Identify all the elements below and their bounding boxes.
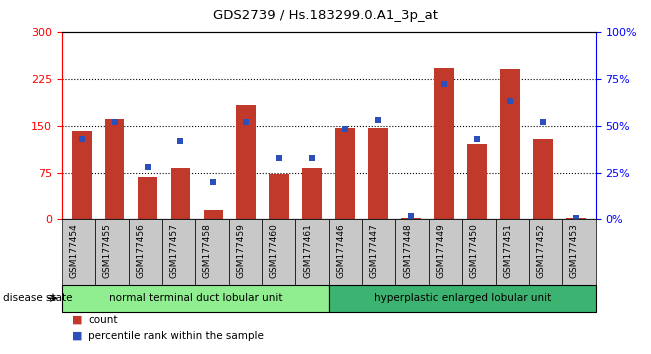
- Point: [472, 136, 482, 142]
- Text: GSM177449: GSM177449: [437, 223, 445, 278]
- Point: [406, 213, 417, 218]
- Bar: [303, 168, 322, 219]
- Point: [109, 119, 120, 125]
- Point: [143, 164, 153, 170]
- Text: hyperplastic enlarged lobular unit: hyperplastic enlarged lobular unit: [374, 293, 551, 303]
- Text: GSM177446: GSM177446: [337, 223, 346, 278]
- Bar: [368, 128, 388, 219]
- Text: GSM177461: GSM177461: [303, 223, 312, 278]
- Bar: [270, 175, 289, 219]
- Bar: [434, 68, 454, 219]
- Text: normal terminal duct lobular unit: normal terminal duct lobular unit: [109, 293, 282, 303]
- Text: percentile rank within the sample: percentile rank within the sample: [88, 331, 264, 341]
- Text: GSM177459: GSM177459: [236, 223, 245, 278]
- Point: [340, 127, 350, 132]
- Point: [439, 81, 449, 87]
- Text: disease state: disease state: [3, 293, 73, 303]
- Point: [76, 136, 87, 142]
- Point: [538, 119, 548, 125]
- Point: [208, 179, 219, 185]
- Text: GSM177457: GSM177457: [170, 223, 178, 278]
- Bar: [105, 119, 124, 219]
- Bar: [566, 218, 586, 219]
- Point: [241, 119, 251, 125]
- Text: ■: ■: [72, 315, 82, 325]
- Text: GDS2739 / Hs.183299.0.A1_3p_at: GDS2739 / Hs.183299.0.A1_3p_at: [213, 9, 438, 22]
- Text: GSM177447: GSM177447: [370, 223, 379, 278]
- Bar: [467, 144, 487, 219]
- Text: GSM177453: GSM177453: [570, 223, 579, 278]
- Bar: [533, 139, 553, 219]
- Bar: [236, 105, 256, 219]
- Text: GSM177450: GSM177450: [470, 223, 479, 278]
- Bar: [72, 131, 92, 219]
- Text: GSM177452: GSM177452: [536, 223, 546, 278]
- Bar: [204, 210, 223, 219]
- Point: [175, 138, 186, 143]
- Text: GSM177455: GSM177455: [103, 223, 112, 278]
- Text: GSM177460: GSM177460: [270, 223, 279, 278]
- Text: GSM177448: GSM177448: [403, 223, 412, 278]
- Text: GSM177458: GSM177458: [203, 223, 212, 278]
- Bar: [171, 168, 190, 219]
- Text: GSM177451: GSM177451: [503, 223, 512, 278]
- Point: [307, 155, 318, 160]
- Text: GSM177456: GSM177456: [136, 223, 145, 278]
- Point: [373, 117, 383, 123]
- Text: GSM177454: GSM177454: [70, 223, 79, 278]
- Text: count: count: [88, 315, 117, 325]
- Bar: [137, 177, 158, 219]
- Point: [274, 155, 284, 160]
- Point: [571, 215, 581, 221]
- Text: ■: ■: [72, 331, 82, 341]
- Bar: [500, 69, 520, 219]
- Bar: [401, 218, 421, 219]
- Bar: [335, 127, 355, 219]
- Point: [505, 98, 515, 104]
